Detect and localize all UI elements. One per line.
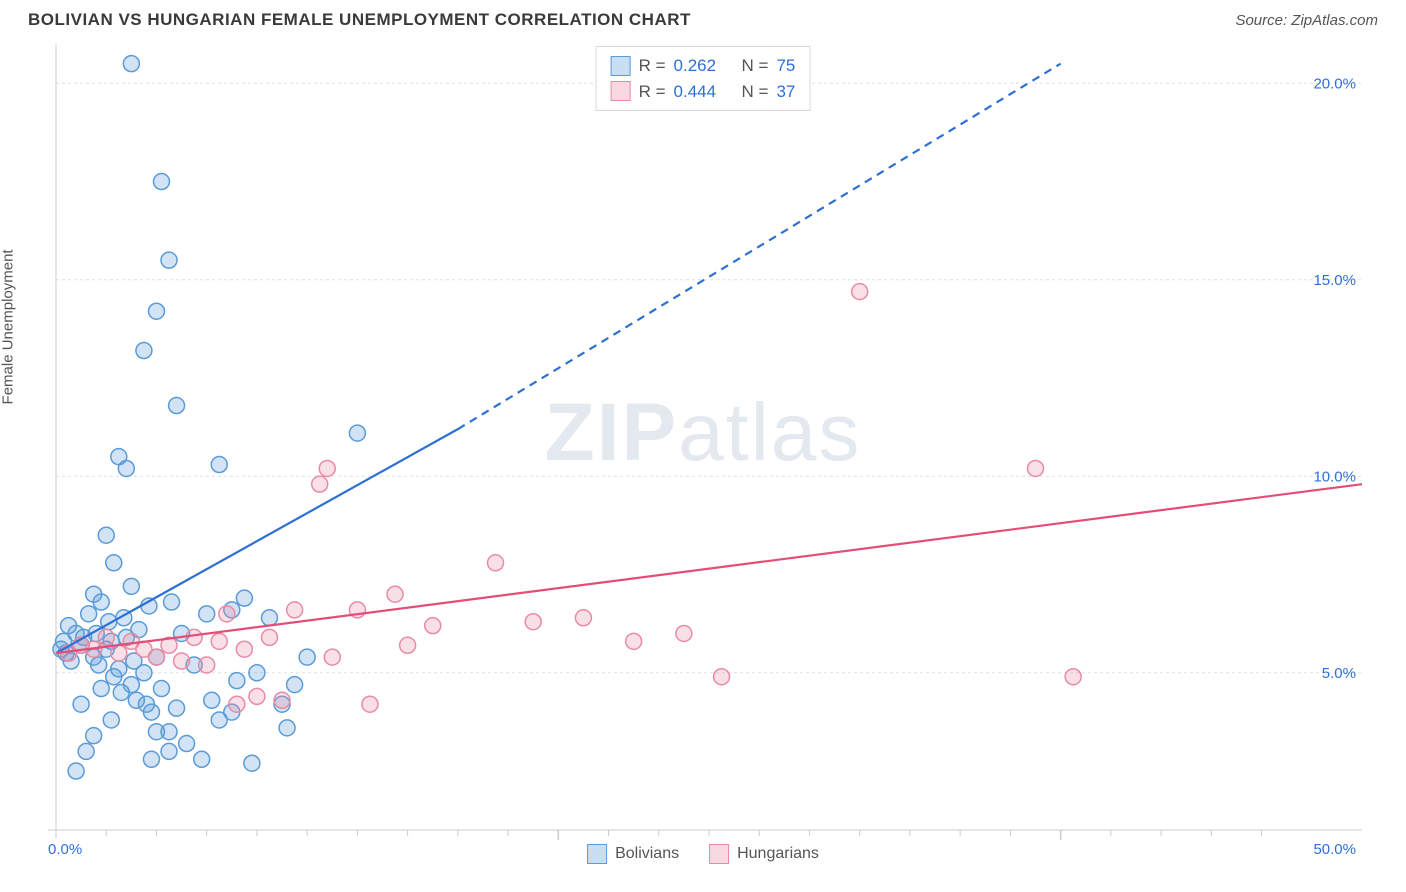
scatter-chart: 5.0% 10.0% 15.0% 20.0% 0.0% 50.0% <box>0 38 1406 878</box>
r-label: R = <box>639 79 666 105</box>
legend-label-bolivians: Bolivians <box>615 845 679 863</box>
stats-legend: R = 0.262 N = 75 R = 0.444 N = 37 <box>596 46 811 111</box>
n-label: N = <box>742 79 769 105</box>
r-value-bolivians: 0.262 <box>674 53 717 79</box>
svg-text:50.0%: 50.0% <box>1313 841 1356 858</box>
series-legend: Bolivians Hungarians <box>587 844 819 864</box>
swatch-bolivians <box>611 56 631 76</box>
svg-text:15.0%: 15.0% <box>1313 272 1356 289</box>
n-label: N = <box>742 53 769 79</box>
legend-item-hungarians: Hungarians <box>709 844 819 864</box>
n-value-hungarians: 37 <box>776 79 795 105</box>
chart-title: BOLIVIAN VS HUNGARIAN FEMALE UNEMPLOYMEN… <box>28 10 691 30</box>
r-value-hungarians: 0.444 <box>674 79 717 105</box>
stats-row-hungarians: R = 0.444 N = 37 <box>611 79 796 105</box>
y-axis-label: Female Unemployment <box>0 249 17 404</box>
svg-text:5.0%: 5.0% <box>1322 665 1356 682</box>
svg-text:0.0%: 0.0% <box>48 841 82 858</box>
svg-text:20.0%: 20.0% <box>1313 75 1356 92</box>
chart-area: ZIPatlas Female Unemployment R = 0.262 N… <box>0 38 1406 878</box>
svg-text:10.0%: 10.0% <box>1313 468 1356 485</box>
n-value-bolivians: 75 <box>776 53 795 79</box>
stats-row-bolivians: R = 0.262 N = 75 <box>611 53 796 79</box>
r-label: R = <box>639 53 666 79</box>
legend-item-bolivians: Bolivians <box>587 844 679 864</box>
swatch-hungarians <box>709 844 729 864</box>
swatch-hungarians <box>611 81 631 101</box>
legend-label-hungarians: Hungarians <box>737 845 819 863</box>
source-label: Source: ZipAtlas.com <box>1235 12 1378 29</box>
swatch-bolivians <box>587 844 607 864</box>
